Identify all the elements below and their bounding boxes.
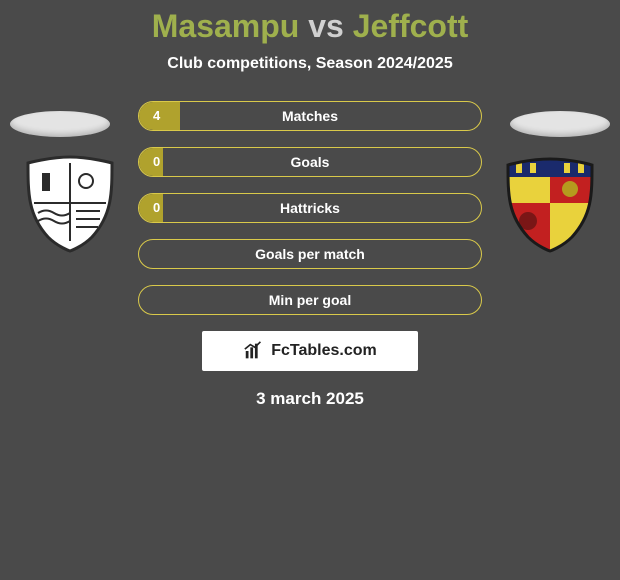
player1-club-badge: [20, 153, 120, 253]
vs-label: vs: [308, 8, 344, 44]
stat-bar-hattricks: 0 Hattricks: [138, 193, 482, 223]
shield-left-icon: [20, 153, 120, 253]
player2-oval: [510, 111, 610, 137]
card-container: Masampu vs Jeffcott Club competitions, S…: [0, 0, 620, 409]
stat-label: Matches: [139, 102, 481, 130]
stat-label: Goals per match: [139, 240, 481, 268]
stat-bar-min-per-goal: Min per goal: [138, 285, 482, 315]
stat-label: Min per goal: [139, 286, 481, 314]
stat-bar-matches: 4 Matches: [138, 101, 482, 131]
page-title: Masampu vs Jeffcott: [0, 8, 620, 45]
bar-chart-icon: [243, 340, 265, 362]
player2-club-badge: [500, 153, 600, 253]
shield-right-icon: [500, 153, 600, 253]
branding-text: FcTables.com: [271, 342, 377, 360]
player1-name: Masampu: [152, 8, 300, 44]
content-row: 4 Matches 0 Goals 0 Hattricks Goals per …: [0, 101, 620, 409]
player1-oval: [10, 111, 110, 137]
date-text: 3 march 2025: [0, 389, 620, 409]
stat-label: Goals: [139, 148, 481, 176]
stat-label: Hattricks: [139, 194, 481, 222]
stat-bar-goals: 0 Goals: [138, 147, 482, 177]
branding-box: FcTables.com: [202, 331, 418, 371]
stats-bars: 4 Matches 0 Goals 0 Hattricks Goals per …: [138, 101, 482, 315]
subtitle: Club competitions, Season 2024/2025: [0, 55, 620, 73]
stat-bar-goals-per-match: Goals per match: [138, 239, 482, 269]
player2-name: Jeffcott: [353, 8, 469, 44]
